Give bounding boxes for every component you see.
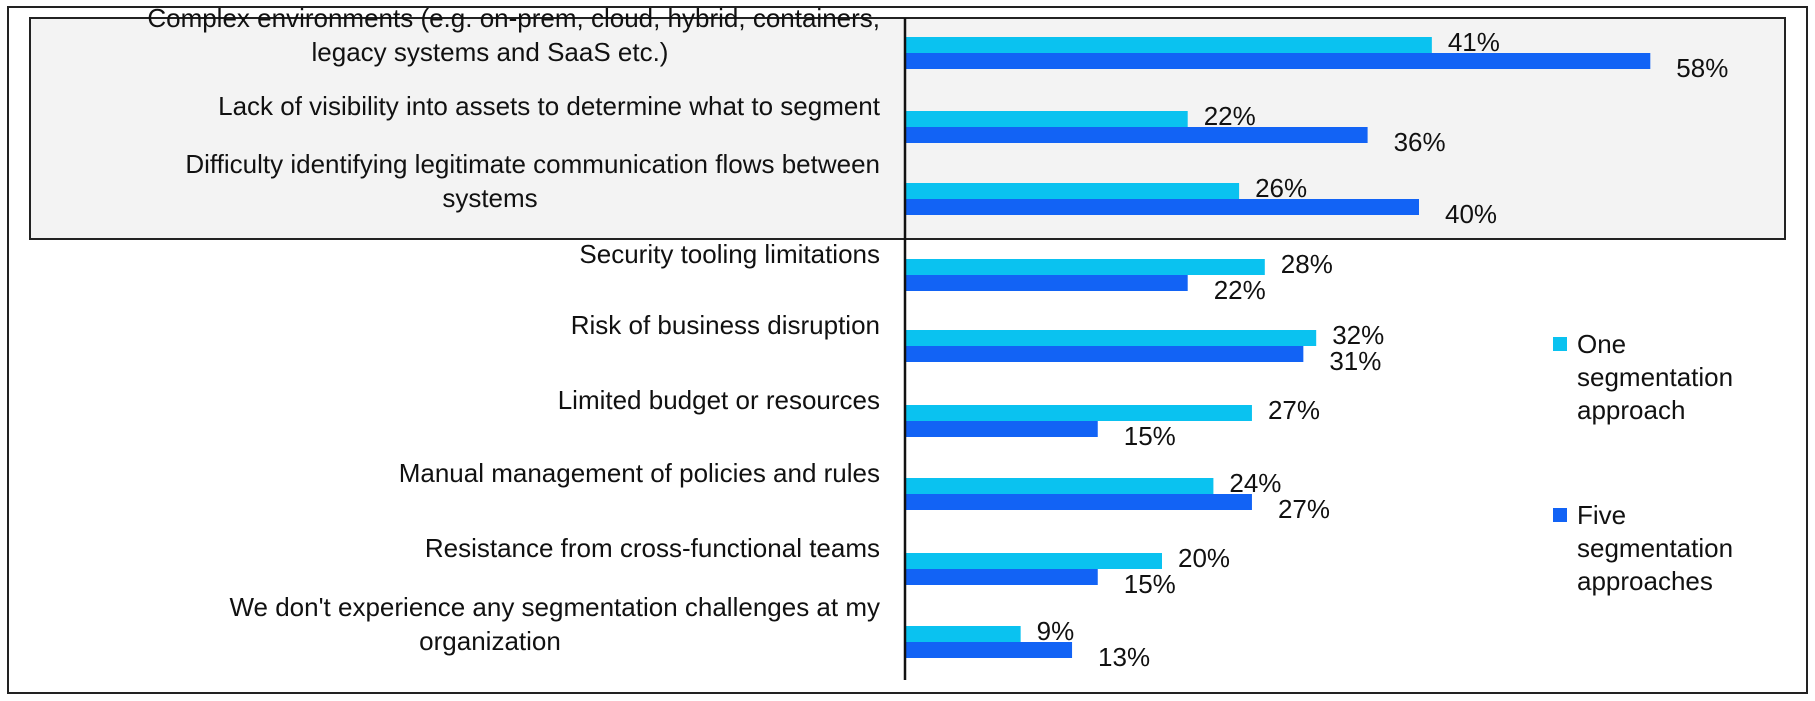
legend-label-one-approach-line-1: One <box>1577 329 1626 359</box>
bar-five-approaches-8 <box>905 642 1073 658</box>
category-label-7: Resistance from cross-functional teams <box>425 533 880 563</box>
bar-five-approaches-0 <box>905 53 1651 69</box>
value-label-five-approaches-1: 36% <box>1394 127 1446 157</box>
bar-one-approach-4 <box>905 330 1317 346</box>
value-label-one-approach-4: 32% <box>1332 320 1384 350</box>
value-label-five-approaches-6: 27% <box>1278 494 1330 524</box>
value-labels: 41%58%22%36%26%40%28%22%32%31%27%15%24%2… <box>1037 27 1729 672</box>
bar-one-approach-2 <box>905 183 1240 199</box>
category-label-0-line-1: Complex environments (e.g. on-prem, clou… <box>147 3 880 33</box>
category-label-0-line-2: legacy systems and SaaS etc.) <box>312 37 669 67</box>
value-label-one-approach-2: 26% <box>1255 173 1307 203</box>
value-label-one-approach-6: 24% <box>1229 468 1281 498</box>
value-label-five-approaches-8: 13% <box>1098 642 1150 672</box>
category-label-3: Security tooling limitations <box>579 239 880 269</box>
value-label-one-approach-1: 22% <box>1204 101 1256 131</box>
bar-one-approach-7 <box>905 553 1162 569</box>
category-label-5: Limited budget or resources <box>558 385 880 415</box>
value-label-one-approach-8: 9% <box>1037 616 1075 646</box>
bar-five-approaches-6 <box>905 494 1252 510</box>
legend-swatch-one-approach <box>1553 337 1567 351</box>
value-label-one-approach-7: 20% <box>1178 543 1230 573</box>
category-label-8-line-1: We don't experience any segmentation cha… <box>229 592 880 622</box>
value-label-one-approach-0: 41% <box>1448 27 1500 57</box>
legend-label-five-approaches-line-3: approaches <box>1577 566 1713 596</box>
value-label-five-approaches-7: 15% <box>1124 569 1176 599</box>
legend-label-one-approach-line-2: segmentation <box>1577 362 1733 392</box>
category-label-8-line-2: organization <box>419 626 561 656</box>
bar-five-approaches-3 <box>905 275 1188 291</box>
value-label-one-approach-5: 27% <box>1268 395 1320 425</box>
legend-label-five-approaches-line-2: segmentation <box>1577 533 1733 563</box>
legend-swatch-five-approaches <box>1553 508 1567 522</box>
value-label-five-approaches-3: 22% <box>1214 275 1266 305</box>
category-label-2-line-2: systems <box>442 183 537 213</box>
value-label-one-approach-3: 28% <box>1281 249 1333 279</box>
category-label-6: Manual management of policies and rules <box>399 458 880 488</box>
value-label-five-approaches-5: 15% <box>1124 421 1176 451</box>
category-labels: Complex environments (e.g. on-prem, clou… <box>147 3 880 656</box>
bar-one-approach-0 <box>905 37 1432 53</box>
category-label-1: Lack of visibility into assets to determ… <box>218 91 881 121</box>
bar-one-approach-1 <box>905 111 1188 127</box>
bar-one-approach-5 <box>905 405 1252 421</box>
bar-one-approach-3 <box>905 259 1265 275</box>
bar-five-approaches-1 <box>905 127 1368 143</box>
bars-group <box>905 37 1651 658</box>
value-label-five-approaches-4: 31% <box>1329 346 1381 376</box>
category-label-4: Risk of business disruption <box>571 310 880 340</box>
bar-five-approaches-4 <box>905 346 1304 362</box>
legend-label-five-approaches-line-1: Five <box>1577 500 1626 530</box>
bar-one-approach-8 <box>905 626 1021 642</box>
bar-five-approaches-2 <box>905 199 1419 215</box>
legend: OnesegmentationapproachFivesegmentationa… <box>1553 329 1733 596</box>
value-label-five-approaches-0: 58% <box>1676 53 1728 83</box>
category-label-2-line-1: Difficulty identifying legitimate commun… <box>185 149 880 179</box>
bar-five-approaches-7 <box>905 569 1098 585</box>
bar-one-approach-6 <box>905 478 1214 494</box>
legend-label-one-approach-line-3: approach <box>1577 395 1685 425</box>
value-label-five-approaches-2: 40% <box>1445 199 1497 229</box>
bar-five-approaches-5 <box>905 421 1098 437</box>
